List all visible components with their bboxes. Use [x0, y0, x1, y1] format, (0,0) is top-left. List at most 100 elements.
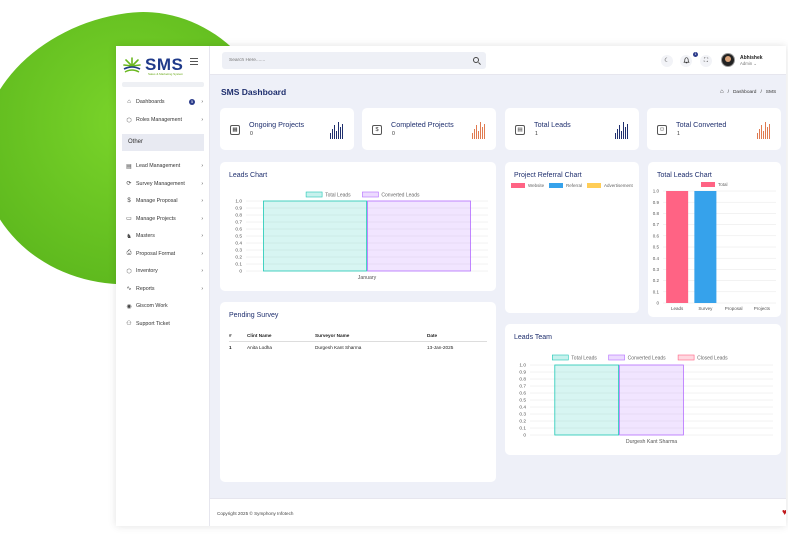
leads-chart-title: Leads Chart — [229, 172, 268, 179]
sidebar-item-survey-management[interactable]: ⟳ Survey Management › — [125, 178, 203, 190]
bar[interactable] — [619, 364, 684, 436]
stat-sparkline-icon — [615, 122, 628, 139]
sidebar-item-label: Proposal Format — [136, 250, 176, 257]
y-tick-label: 0.2 — [653, 278, 660, 283]
legend-swatch[interactable] — [511, 183, 525, 188]
breadcrumb-dashboard[interactable]: Dashboard — [732, 89, 757, 95]
sidebar-item-label: Giscom Work — [136, 303, 168, 309]
bell-icon[interactable] — [680, 55, 692, 67]
legend-swatch[interactable] — [608, 354, 625, 361]
dashboard-count-badge: 5 — [189, 99, 195, 105]
legend-label[interactable]: Advertisement — [604, 183, 634, 188]
legend-label[interactable]: Total Leads — [571, 356, 597, 362]
sparkline-bar — [472, 133, 473, 139]
legend-label[interactable]: Total — [718, 182, 728, 187]
search-icon[interactable] — [473, 57, 479, 63]
total-leads-title: Total Leads Chart — [657, 172, 712, 179]
bar[interactable] — [367, 200, 471, 272]
sidebar-item-giscom-work[interactable]: ◉ Giscom Work — [125, 300, 203, 312]
leads-chart: Total Leads Converted Leads00.10.20.30.40… — [235, 191, 488, 281]
legend-swatch[interactable] — [587, 183, 601, 188]
table-header: Date — [427, 330, 487, 342]
project-referral-chart: Website Referral Advertisement — [511, 183, 634, 188]
sidebar-item-proposal-format[interactable]: ⎙ Proposal Format › — [125, 248, 203, 260]
y-tick-label: 0 — [656, 301, 659, 306]
leads-team-chart: Total Leads Converted Leads Closed Leads00… — [519, 354, 773, 445]
stat-value: 0 — [392, 131, 395, 137]
refresh-icon: ⟳ — [126, 181, 132, 187]
legend-label[interactable]: Referral — [566, 183, 582, 188]
calendar-icon: ▦ — [230, 125, 240, 135]
app-window: SMS Sales & Marketing System ⌂ Dashboards… — [116, 46, 786, 526]
user-avatar[interactable] — [721, 53, 735, 67]
bar[interactable] — [554, 364, 619, 436]
chevron-right-icon: › — [201, 99, 203, 105]
legend-swatch[interactable] — [551, 354, 569, 361]
sparkline-bar — [476, 125, 477, 139]
leads-team-card: Leads Team Total Leads Converted Leads Clo… — [505, 324, 781, 455]
legend-label[interactable]: Converted Leads — [381, 193, 420, 199]
sparkline-bar — [625, 127, 626, 139]
sidebar-item-manage-proposal[interactable]: $ Manage Proposal › — [125, 195, 203, 207]
sidebar-item-dashboards[interactable]: ⌂ Dashboards 5 › — [125, 96, 203, 108]
legend-swatch[interactable] — [701, 182, 715, 187]
stat-sparkline-icon — [330, 122, 343, 139]
table-cell: Anita Lodha — [247, 345, 273, 350]
legend-label[interactable]: Converted Leads — [628, 356, 667, 362]
legend-swatch[interactable] — [677, 354, 695, 361]
support-icon: ⚇ — [126, 321, 132, 327]
sparkline-bar — [627, 124, 628, 139]
user-role-dropdown[interactable]: Admin ⌄ — [740, 61, 757, 66]
y-tick-label: 0.8 — [653, 211, 660, 216]
x-tick-label: Projects — [754, 306, 771, 311]
moon-icon[interactable]: ☾ — [661, 55, 673, 67]
sparkline-bar — [759, 129, 760, 139]
table-row[interactable]: 1 Anita Lodha Durgesh Kant Sharma 13-Jan-20… — [229, 342, 487, 354]
y-tick-label: 0.1 — [519, 426, 526, 432]
search-input[interactable] — [222, 52, 486, 69]
sidebar-item-label: Manage Projects — [136, 215, 176, 222]
chevron-right-icon: › — [201, 268, 203, 274]
user-name[interactable]: Abhishek — [740, 55, 763, 61]
legend-swatch[interactable] — [549, 183, 563, 188]
sidebar-item-reports[interactable]: ∿ Reports › — [125, 283, 203, 295]
bar[interactable] — [666, 191, 689, 303]
sidebar-item-inventory[interactable]: ⬡ Inventory › — [125, 265, 203, 277]
sidebar-item-lead-management[interactable]: ▤ Lead Management › — [125, 160, 203, 172]
sidebar-item-masters[interactable]: ♞ Masters › — [125, 230, 203, 242]
y-tick-label: 0.5 — [519, 398, 526, 404]
sparkline-bar — [336, 131, 337, 139]
legend-label[interactable]: Closed Leads — [697, 356, 728, 362]
table-cell: 13-Jan-2025 — [427, 345, 454, 350]
home-icon[interactable]: ⌂ — [720, 89, 724, 95]
legend-swatch[interactable] — [362, 191, 379, 198]
bar[interactable] — [694, 191, 717, 303]
breadcrumb-sms: SMS — [765, 89, 777, 95]
stat-value: 1 — [677, 131, 680, 137]
chevron-right-icon: › — [201, 180, 203, 187]
sidebar-item-support-ticket[interactable]: ⚇ Support Ticket — [125, 318, 203, 330]
stat-card-total-leads: ▤ Total Leads 1 — [505, 108, 639, 150]
heart-icon: ♥ — [782, 507, 786, 517]
stat-sparkline-icon — [757, 122, 770, 139]
sidebar-item-manage-projects[interactable]: ▭ Manage Projects › — [125, 213, 203, 225]
stat-title: Ongoing Projects — [249, 120, 305, 129]
stat-value: 1 — [535, 131, 538, 137]
sidebar-item-roles-management[interactable]: ⬡ Roles Management › — [125, 114, 203, 126]
project-referral-card: Project Referral Chart Website Referral Ad… — [505, 162, 639, 313]
logo[interactable]: SMS Sales & Marketing System — [122, 52, 204, 78]
stat-sparkline-icon — [472, 122, 485, 139]
pending-survey-title: Pending Survey — [229, 312, 279, 319]
y-tick-label: 0.3 — [653, 267, 660, 272]
logo-sun-icon — [123, 57, 141, 73]
server-icon: ▭ — [126, 216, 132, 222]
legend-swatch[interactable] — [305, 191, 323, 198]
menu-toggle-icon[interactable] — [190, 58, 198, 65]
sidebar-item-label: Lead Management — [136, 163, 181, 169]
legend-label[interactable]: Website — [528, 183, 545, 188]
y-tick-label: 1.0 — [519, 363, 526, 369]
y-tick-label: 0.1 — [653, 289, 660, 294]
legend-label[interactable]: Total Leads — [325, 193, 351, 199]
fullscreen-icon[interactable]: ⛶ — [700, 55, 712, 67]
bar[interactable] — [263, 200, 367, 272]
